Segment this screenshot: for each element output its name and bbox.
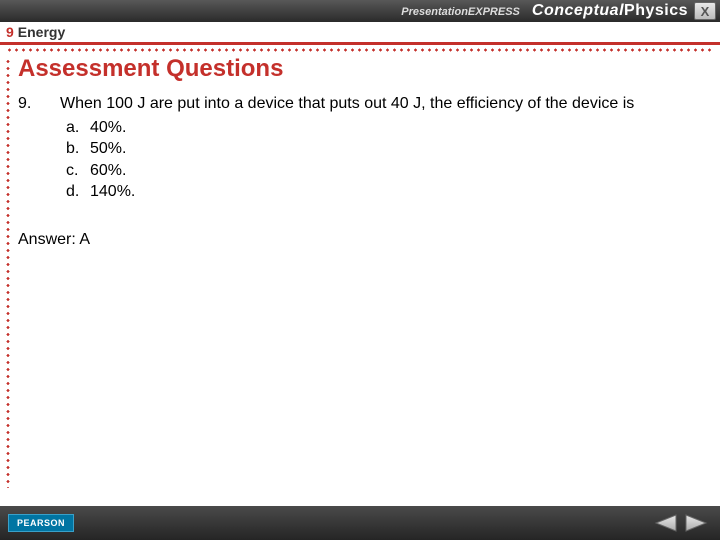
option-text: 140%. [90, 181, 135, 203]
question-block: 9. When 100 J are put into a device that… [18, 93, 710, 203]
answer-line: Answer: A [18, 231, 710, 249]
section-title: Assessment Questions [18, 55, 710, 83]
dotted-border-top [6, 48, 712, 52]
chapter-header: 9 Energy [0, 22, 720, 42]
option-text: 60%. [90, 160, 126, 182]
question-body: When 100 J are put into a device that pu… [60, 93, 710, 203]
question-stem: When 100 J are put into a device that pu… [60, 93, 710, 115]
option-d: d. 140%. [60, 181, 710, 203]
option-letter: b. [60, 138, 90, 160]
presentation-express-label: PresentationEXPRESS [401, 6, 520, 18]
chapter-title: Energy [18, 24, 65, 40]
content-area: Assessment Questions 9. When 100 J are p… [18, 55, 710, 249]
option-text: 40%. [90, 117, 126, 139]
option-text: 50%. [90, 138, 126, 160]
options-list: a. 40%. b. 50%. c. 60%. d. 140%. [60, 117, 710, 203]
chapter-number: 9 [6, 24, 14, 40]
footer-bar: PEARSON [0, 506, 720, 540]
nav-controls [650, 512, 712, 534]
publisher-logo: PEARSON [8, 514, 74, 532]
title-bar: PresentationEXPRESS Conceptual Physics X [0, 0, 720, 22]
option-letter: c. [60, 160, 90, 182]
option-letter: a. [60, 117, 90, 139]
question-number: 9. [18, 93, 60, 203]
prev-button[interactable] [650, 512, 680, 534]
dotted-border-left [6, 58, 10, 488]
book-title-prefix: Conceptual [532, 2, 624, 20]
close-icon: X [701, 4, 710, 19]
option-b: b. 50%. [60, 138, 710, 160]
next-button[interactable] [682, 512, 712, 534]
close-button[interactable]: X [694, 2, 716, 20]
option-letter: d. [60, 181, 90, 203]
brand-block: PresentationEXPRESS Conceptual Physics [401, 2, 688, 20]
book-title-suffix: Physics [624, 2, 688, 20]
divider-line [0, 42, 720, 45]
option-c: c. 60%. [60, 160, 710, 182]
option-a: a. 40%. [60, 117, 710, 139]
